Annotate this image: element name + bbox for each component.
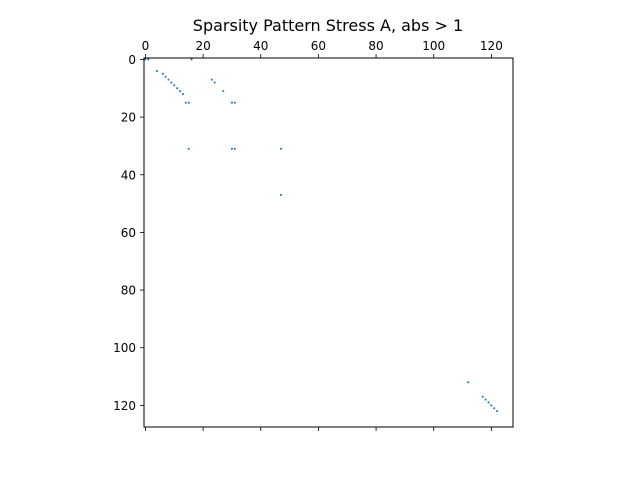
data-point <box>190 58 193 61</box>
data-point <box>233 147 236 150</box>
data-point <box>280 194 282 196</box>
data-point <box>487 401 490 404</box>
data-point <box>170 81 173 84</box>
x-tick-label: 100 <box>422 39 445 53</box>
data-point <box>144 58 147 61</box>
x-tick-label: 0 <box>142 39 150 53</box>
x-tick-label: 120 <box>480 39 503 53</box>
data-point <box>184 101 187 104</box>
y-tick-label: 0 <box>128 53 136 67</box>
x-tick-label: 60 <box>311 39 326 53</box>
data-point <box>222 90 225 93</box>
data-point <box>182 93 184 95</box>
chart-title: Sparsity Pattern Stress A, abs > 1 <box>193 16 463 35</box>
data-point <box>493 407 496 410</box>
y-axis-ticks: 0 20 40 60 80 100 120 <box>113 53 144 413</box>
data-point <box>496 410 499 413</box>
data-point <box>210 78 213 81</box>
x-tick-label: 20 <box>195 39 210 53</box>
y-tick-label: 40 <box>121 168 136 182</box>
data-point <box>187 101 190 104</box>
y-tick-label: 20 <box>121 111 136 125</box>
data-point <box>481 395 484 398</box>
data-point <box>231 101 233 104</box>
y-tick-label: 120 <box>113 399 136 413</box>
data-point <box>176 87 179 90</box>
y-tick-label: 80 <box>121 284 136 298</box>
x-axis-ticks: 0 20 40 60 80 100 120 <box>142 39 503 431</box>
data-point <box>173 84 176 87</box>
x-tick-label: 80 <box>368 39 383 53</box>
data-point <box>179 90 181 93</box>
data-point <box>187 147 190 150</box>
plot-area <box>143 57 514 428</box>
data-point <box>484 398 487 401</box>
data-point <box>164 75 167 78</box>
data-point <box>280 147 282 150</box>
y-tick-label: 100 <box>113 341 136 355</box>
x-tick-label: 40 <box>253 39 268 53</box>
data-point <box>161 72 164 75</box>
data-point <box>490 404 493 407</box>
data-point <box>147 58 150 61</box>
data-point <box>156 70 158 72</box>
data-point <box>213 81 216 84</box>
data-points <box>144 58 499 413</box>
data-point <box>231 147 233 150</box>
data-point <box>167 78 170 81</box>
data-point <box>233 101 236 104</box>
y-tick-label: 60 <box>121 226 136 240</box>
data-point <box>467 381 470 384</box>
